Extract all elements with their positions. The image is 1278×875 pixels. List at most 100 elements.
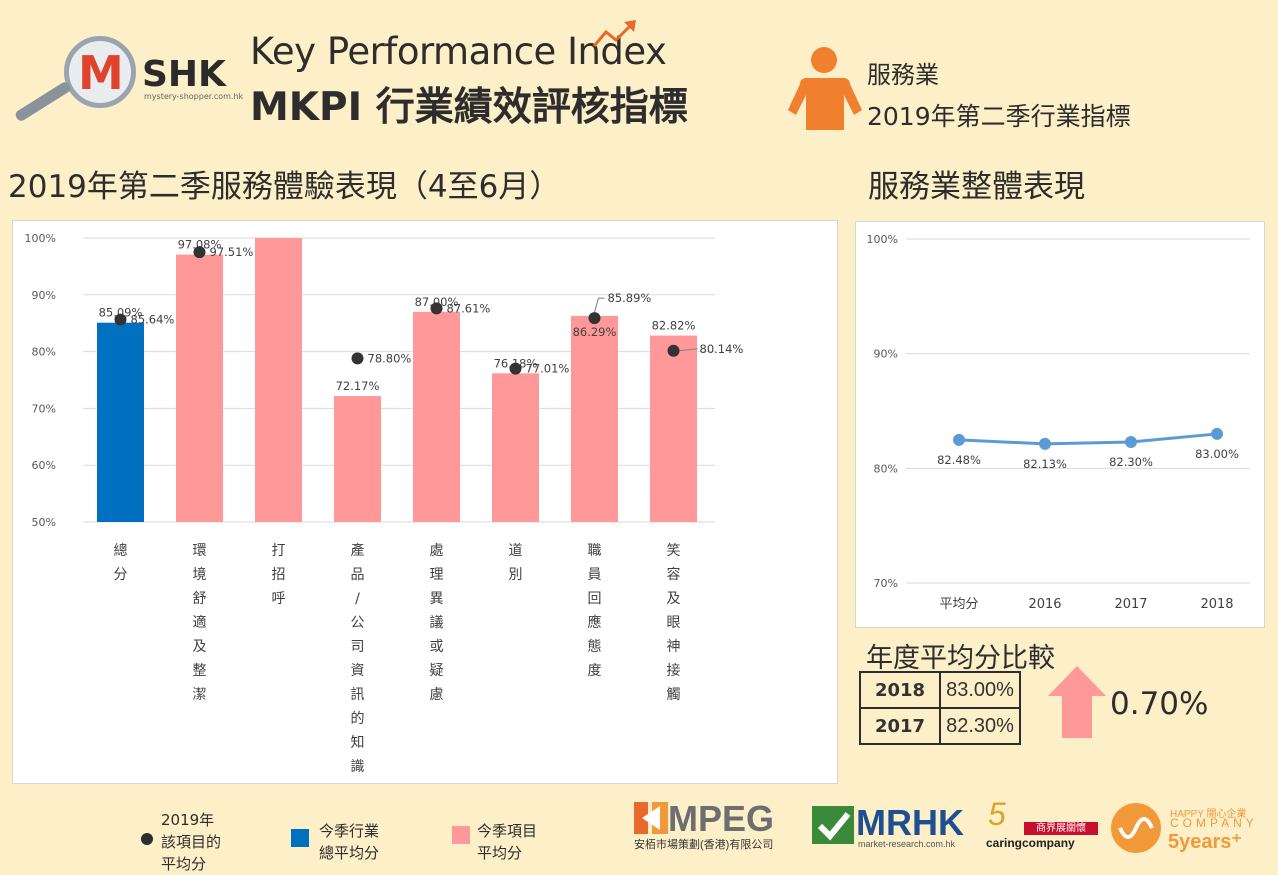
y-tick-label: 70% bbox=[874, 577, 898, 590]
table-row: 2017 82.30% bbox=[859, 707, 1021, 745]
dot-data-label: 97.51% bbox=[210, 245, 254, 259]
y-tick-label: 90% bbox=[32, 289, 56, 302]
caring-number: 5 bbox=[988, 796, 1006, 832]
bar bbox=[334, 396, 381, 522]
industry-label: 服務業 bbox=[867, 61, 939, 89]
difference-value: 0.70% bbox=[1110, 686, 1209, 722]
x-tick-label: 應 bbox=[588, 614, 602, 631]
series-line bbox=[958, 432, 1218, 446]
bar-data-label: 87.00% bbox=[415, 295, 459, 309]
y-tick-label: 80% bbox=[32, 346, 56, 359]
leader-line bbox=[594, 297, 605, 313]
x-tick-label: 訊 bbox=[351, 687, 365, 703]
value-cell: 82.30% bbox=[939, 707, 1021, 745]
title-en: Key Performance Index bbox=[250, 30, 667, 73]
x-tick-label: 打 bbox=[272, 542, 286, 559]
magnifier-logo-icon bbox=[64, 36, 136, 108]
x-tick-label: 及 bbox=[667, 591, 681, 607]
x-tick-label: 度 bbox=[588, 663, 602, 679]
bar-data-label: 72.17% bbox=[336, 379, 380, 393]
x-tick-label: 總 bbox=[114, 542, 128, 559]
legend-blue-swatch bbox=[291, 829, 309, 847]
trend-arrow-icon bbox=[592, 20, 636, 47]
mrhk-check-icon bbox=[812, 806, 854, 844]
x-tick-label: 職 bbox=[588, 543, 602, 559]
x-tick-label: 公 bbox=[351, 615, 365, 631]
x-tick-label: 知 bbox=[351, 734, 365, 751]
industry-subtitle: 2019年第二季行業指標 bbox=[867, 102, 1131, 131]
y-tick-label: 100% bbox=[25, 232, 56, 245]
x-tick-label: 疑 bbox=[430, 663, 444, 679]
x-tick-label: 或 bbox=[430, 639, 444, 655]
bar-data-label: 82.82% bbox=[652, 319, 696, 333]
bar bbox=[413, 311, 460, 522]
line-chart-panel: 70% 80% 90% 100% 82.48% 平均分 82.13% 2016 82.30% 20… bbox=[855, 221, 1265, 628]
point-data-label: 83.00% bbox=[1195, 447, 1239, 461]
x-tick-label: 容 bbox=[667, 566, 681, 583]
legend-pink-label: 今季項目 平均分 bbox=[477, 822, 538, 862]
value-cell: 83.00% bbox=[939, 671, 1021, 709]
caring-banner: 商界展關懷 bbox=[1024, 822, 1098, 835]
x-tick-label: 觸 bbox=[667, 687, 681, 703]
up-arrow-icon bbox=[1048, 666, 1106, 738]
average-dot bbox=[667, 344, 680, 357]
y-tick-label: 70% bbox=[32, 402, 56, 415]
x-tick-label: 慮 bbox=[430, 687, 444, 703]
average-dot bbox=[114, 313, 127, 326]
legend-dot-icon bbox=[141, 833, 153, 845]
x-tick-label: 2018 bbox=[1200, 597, 1233, 612]
dot-data-label: 85.89% bbox=[608, 291, 652, 305]
x-tick-label: 資 bbox=[351, 663, 365, 679]
x-tick-label: 2016 bbox=[1028, 597, 1061, 612]
magnifier-handle-icon bbox=[13, 80, 73, 123]
happy-top-text: HAPPY 開心企業 bbox=[1170, 809, 1247, 820]
average-dot bbox=[588, 312, 601, 325]
y-tick-label: 50% bbox=[32, 516, 56, 529]
leader-line bbox=[679, 348, 698, 352]
x-tick-label: 接 bbox=[667, 662, 681, 679]
comparison-title: 年度平均分比較 bbox=[866, 643, 1055, 674]
x-tick-label: 招 bbox=[272, 567, 286, 583]
point-data-label: 82.30% bbox=[1109, 455, 1153, 469]
main-chart-title: 2019年第二季服務體驗表現（4至6月） bbox=[8, 169, 561, 205]
bar bbox=[650, 335, 697, 522]
logo-text: SHK bbox=[142, 54, 226, 95]
caring-brand: caringcompany bbox=[986, 836, 1075, 850]
bar bbox=[492, 373, 539, 522]
x-tick-label: 環 bbox=[193, 543, 207, 559]
x-tick-label: 神 bbox=[667, 639, 681, 655]
x-tick-label: 產 bbox=[351, 542, 365, 559]
line-point bbox=[953, 433, 965, 446]
x-tick-label: 2017 bbox=[1114, 597, 1147, 612]
happy-company-text: COMPANY bbox=[1170, 816, 1258, 830]
average-dot bbox=[193, 246, 206, 259]
x-tick-label: 異 bbox=[430, 591, 444, 607]
x-tick-label: 道 bbox=[509, 543, 523, 559]
y-tick-label: 90% bbox=[874, 348, 898, 361]
logo-letter: M bbox=[78, 46, 124, 100]
dot-data-label: 80.14% bbox=[700, 342, 744, 356]
x-tick-label: 眼 bbox=[667, 615, 681, 631]
x-tick-label: 平均分 bbox=[939, 597, 978, 612]
person-icon bbox=[788, 47, 862, 130]
x-tick-label: 笑 bbox=[667, 543, 681, 559]
bar bbox=[176, 254, 223, 522]
bar-chart: 50%60%70%80%90%100%總分85.09%85.64%環境舒適及整潔… bbox=[25, 232, 744, 775]
happy-company-icon bbox=[1111, 803, 1161, 853]
x-tick-label: 別 bbox=[509, 567, 523, 583]
table-row: 2018 83.00% bbox=[859, 671, 1021, 709]
x-tick-label: 品 bbox=[351, 567, 365, 583]
legend-blue-label: 今季行業 總平均分 bbox=[319, 822, 380, 862]
bar-data-label: 86.29% bbox=[573, 325, 617, 339]
dot-data-label: 77.01% bbox=[526, 362, 570, 376]
x-tick-label: 呼 bbox=[272, 591, 286, 607]
happy-years-text: 5years⁺ bbox=[1168, 831, 1242, 853]
dot-data-label: 85.64% bbox=[131, 313, 175, 327]
y-tick-label: 100% bbox=[867, 233, 898, 246]
bar bbox=[97, 322, 144, 522]
point-data-label: 82.48% bbox=[937, 453, 981, 467]
x-tick-label: 司 bbox=[351, 639, 365, 655]
bar-chart-panel: 50% 60% 70% 80% 90% 100% 總分 85.09% 85.64% 環境舒適及整潔… bbox=[12, 220, 838, 784]
line-point bbox=[1039, 437, 1051, 450]
x-tick-label: 處 bbox=[430, 543, 444, 559]
